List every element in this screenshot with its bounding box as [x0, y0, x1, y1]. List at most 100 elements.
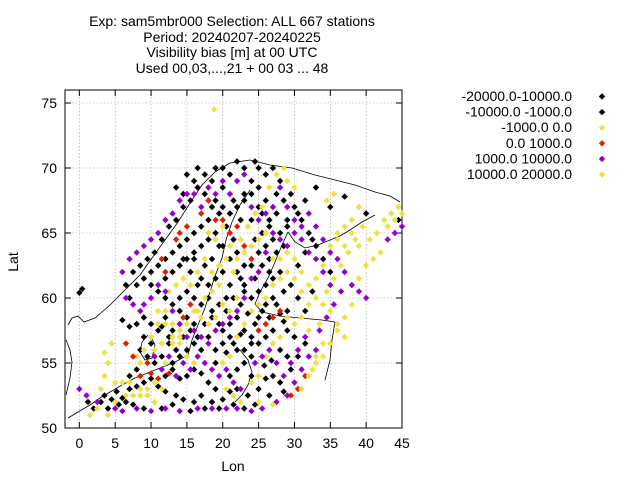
data-point-series-4 [262, 210, 269, 217]
data-point-series-5 [219, 301, 226, 308]
data-point-series-1 [183, 255, 191, 263]
data-point-series-3 [212, 216, 219, 224]
data-point-series-5 [198, 314, 205, 321]
data-point-series-5 [144, 385, 151, 393]
data-point-series-1 [198, 242, 205, 250]
x-tick-label-3: 15 [179, 435, 195, 451]
data-point-series-4 [355, 288, 363, 295]
data-point-series-4 [362, 294, 370, 302]
data-point-series-2 [359, 223, 366, 230]
data-point-series-5 [226, 307, 234, 315]
data-point-series-1 [248, 262, 255, 269]
data-point-series-4 [198, 203, 205, 211]
data-point-series-2 [194, 268, 201, 276]
data-point-series-4 [212, 190, 219, 198]
data-point-series-2 [291, 320, 298, 328]
data-point-series-4 [176, 407, 183, 415]
data-point-series-2 [248, 379, 255, 386]
data-point-series-1 [133, 281, 140, 289]
data-point-series-2 [255, 301, 262, 308]
data-point-series-1 [180, 190, 187, 198]
data-point-series-1 [255, 164, 262, 172]
data-point-series-4 [151, 353, 158, 360]
data-point-series-5 [158, 385, 165, 393]
data-point-series-4 [233, 177, 241, 185]
data-point-series-0 [294, 262, 302, 269]
data-point-series-0 [262, 171, 269, 178]
data-point-series-4 [119, 268, 126, 276]
data-point-series-4 [233, 405, 241, 412]
data-point-series-2 [86, 411, 94, 419]
data-point-series-2 [269, 281, 277, 289]
data-point-series-1 [255, 249, 262, 256]
data-point-series-1 [226, 281, 234, 289]
data-point-series-1 [162, 255, 169, 263]
data-point-series-5 [362, 262, 370, 269]
data-point-series-2 [119, 379, 126, 386]
data-point-series-2 [341, 333, 348, 341]
data-point-series-0 [241, 346, 248, 354]
data-point-series-2 [334, 320, 341, 328]
data-point-series-4 [291, 216, 298, 224]
data-point-series-1 [212, 197, 219, 204]
data-point-series-0 [276, 268, 284, 276]
data-point-series-4 [172, 372, 180, 380]
data-point-series-0 [255, 184, 262, 191]
data-point-series-4 [305, 353, 312, 360]
data-point-series-5 [276, 255, 284, 263]
data-point-series-4 [262, 249, 269, 256]
data-point-series-0 [126, 385, 133, 393]
data-point-series-1 [241, 197, 248, 204]
data-point-series-2 [210, 106, 218, 113]
x-tick-label-8: 40 [358, 435, 374, 451]
data-point-series-2 [380, 216, 388, 224]
x-tick-label-1: 5 [111, 435, 119, 451]
data-point-series-1 [122, 398, 130, 406]
data-point-series-4 [219, 320, 226, 328]
data-point-series-1 [190, 294, 198, 302]
data-point-series-0 [248, 294, 255, 302]
data-point-series-0 [165, 340, 173, 347]
data-point-series-0 [237, 275, 244, 282]
data-point-series-1 [248, 340, 255, 347]
data-point-series-4 [162, 405, 169, 412]
data-point-series-0 [140, 333, 148, 341]
data-point-series-2 [151, 346, 158, 354]
data-point-series-2 [201, 294, 209, 302]
data-point-series-0 [208, 203, 216, 211]
data-point-series-3 [162, 268, 169, 276]
data-point-series-3 [226, 229, 234, 237]
data-point-series-0 [129, 268, 137, 276]
data-point-series-4 [273, 359, 280, 367]
data-point-series-1 [176, 262, 183, 269]
data-point-series-2 [140, 346, 148, 354]
data-point-series-1 [172, 184, 180, 191]
x-tick-label-6: 30 [287, 435, 303, 451]
data-point-series-0 [133, 366, 140, 373]
data-point-series-0 [312, 184, 320, 191]
data-point-series-4 [334, 255, 341, 263]
data-point-series-2 [291, 184, 298, 191]
data-point-series-0 [244, 310, 252, 317]
data-point-series-0 [180, 255, 187, 263]
data-point-series-2 [327, 307, 334, 315]
data-point-series-0 [169, 327, 176, 334]
data-point-series-0 [251, 236, 259, 243]
data-point-series-0 [201, 262, 209, 269]
data-point-series-4 [323, 314, 330, 321]
data-point-series-0 [226, 372, 234, 380]
data-point-series-0 [223, 349, 230, 356]
data-point-series-1 [169, 268, 176, 276]
y-axis-label: Lat [5, 252, 21, 272]
data-point-series-0 [140, 379, 148, 386]
data-point-series-2 [258, 203, 266, 211]
data-point-series-0 [327, 203, 334, 211]
data-point-series-0 [262, 333, 269, 341]
y-tick-label-1: 55 [41, 355, 57, 371]
data-point-series-0 [237, 301, 244, 308]
data-point-series-2 [309, 366, 316, 373]
data-point-series-4 [129, 301, 137, 308]
data-point-series-5 [312, 359, 320, 367]
data-point-series-5 [341, 314, 348, 321]
data-point-series-0 [287, 190, 295, 198]
